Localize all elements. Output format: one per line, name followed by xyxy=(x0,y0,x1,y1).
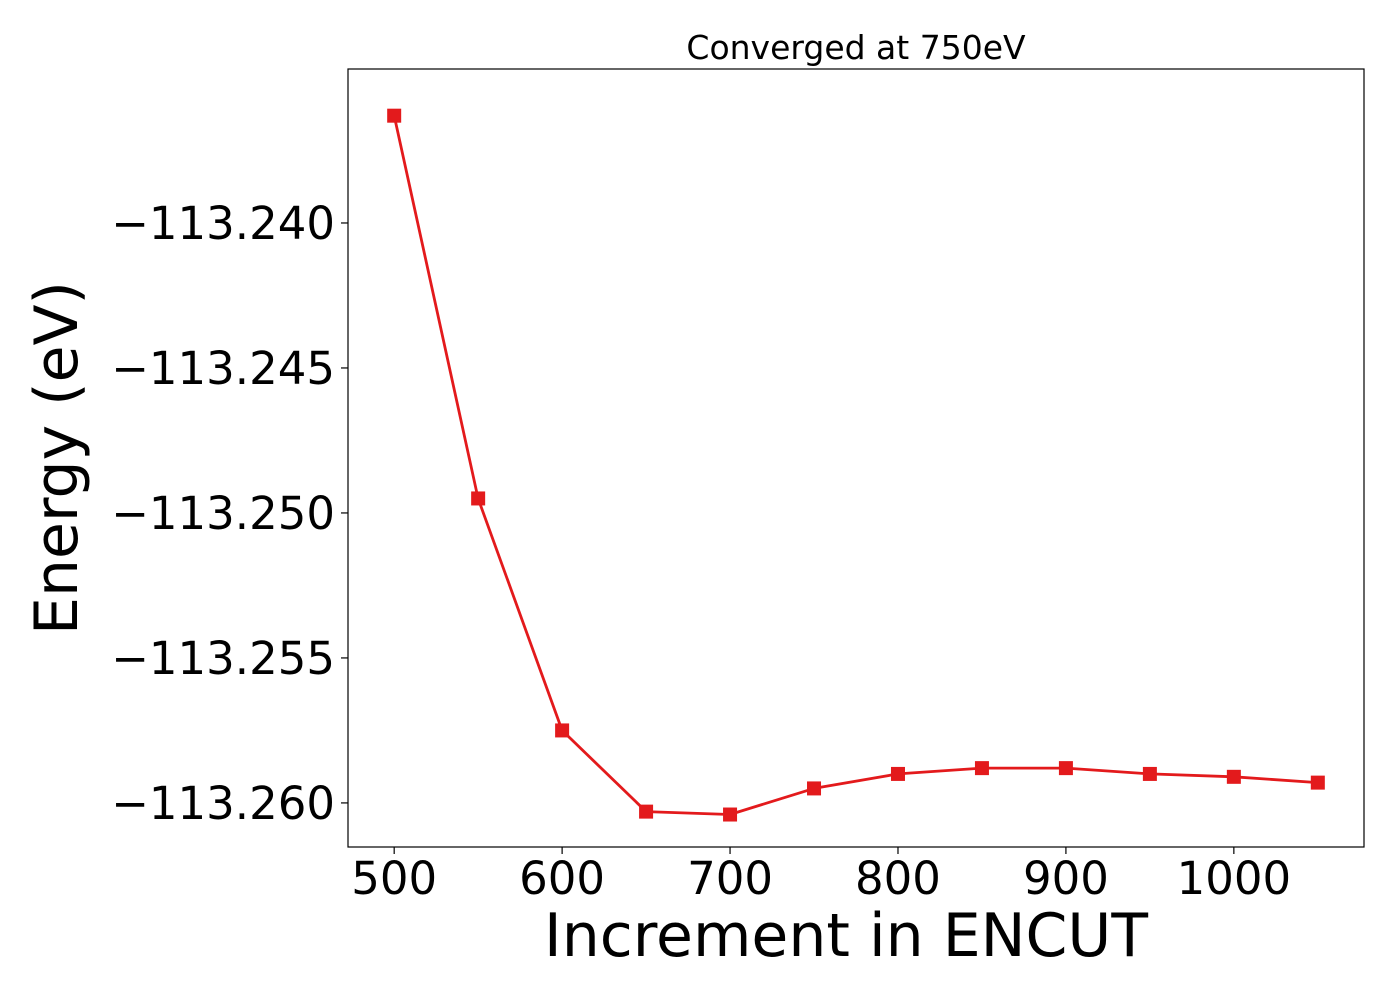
data-point-marker xyxy=(1226,769,1241,784)
y-axis-ticks: −113.240 −113.245 −113.250 −113.255 −113.260 xyxy=(111,197,348,830)
data-point-marker xyxy=(974,761,989,776)
series-line xyxy=(392,115,1318,816)
x-axis-ticks: 500 600 700 800 900 1000 xyxy=(351,847,1291,905)
data-point-marker xyxy=(1310,775,1325,790)
data-point-marker xyxy=(555,723,570,738)
data-point-marker xyxy=(723,807,738,822)
data-point-marker xyxy=(387,108,402,123)
y-tick-label: −113.245 xyxy=(111,342,335,395)
y-tick-label: −113.260 xyxy=(111,777,335,830)
y-tick-label: −113.250 xyxy=(111,487,335,540)
data-point-marker xyxy=(471,491,486,506)
y-tick-label: −113.240 xyxy=(111,197,335,250)
data-point-marker xyxy=(890,766,905,781)
data-point-marker xyxy=(1058,761,1073,776)
y-tick-label: −113.255 xyxy=(111,632,335,685)
x-tick-label: 800 xyxy=(855,852,941,905)
data-point-marker xyxy=(1142,766,1157,781)
plot-area-frame xyxy=(347,68,1365,848)
series-layer xyxy=(387,108,1325,822)
x-tick-label: 700 xyxy=(687,852,773,905)
x-tick-label: 900 xyxy=(1023,852,1109,905)
data-point-marker xyxy=(807,781,822,796)
x-tick-label: 1000 xyxy=(1177,852,1292,905)
chart-title: Converged at 750eV xyxy=(686,28,1026,67)
x-tick-label: 500 xyxy=(351,852,437,905)
x-tick-label: 600 xyxy=(519,852,605,905)
x-axis-label: Increment in ENCUT xyxy=(544,901,1148,971)
data-point-marker xyxy=(639,804,654,819)
y-axis-label: Energy (eV) xyxy=(22,281,92,635)
